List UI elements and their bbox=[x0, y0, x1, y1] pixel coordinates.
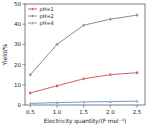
legend-marker bbox=[31, 14, 34, 17]
data-point bbox=[82, 100, 85, 103]
x-tick bbox=[137, 105, 138, 108]
x-tick-label: 2.0 bbox=[106, 109, 115, 115]
x-axis-label: Electricity quantity/(F·mol⁻¹) bbox=[44, 118, 127, 125]
x-tick-label: 2.5 bbox=[133, 109, 142, 115]
x-tick bbox=[57, 105, 58, 108]
legend-label: pH=2 bbox=[40, 13, 54, 20]
legend-swatch bbox=[28, 9, 37, 10]
y-tick-label: 40 bbox=[14, 21, 21, 27]
plot-area bbox=[29, 13, 139, 104]
x-tick-label: 1.0 bbox=[53, 109, 62, 115]
data-point bbox=[109, 17, 113, 21]
y-axis-label: Yield/% bbox=[1, 43, 8, 66]
data-point bbox=[82, 77, 85, 80]
data-point bbox=[29, 102, 32, 105]
data-point bbox=[109, 73, 112, 76]
legend: pH=1pH=2pH=4 bbox=[28, 6, 54, 27]
y-tick-label: 10 bbox=[14, 82, 21, 88]
data-point bbox=[135, 99, 138, 102]
y-tick-label: 50 bbox=[14, 1, 21, 7]
y-tick bbox=[23, 4, 26, 5]
y-tick bbox=[23, 105, 26, 106]
legend-label: pH=4 bbox=[40, 20, 54, 27]
x-tick-label: 1.5 bbox=[79, 109, 88, 115]
y-tick-label: 0 bbox=[18, 102, 22, 108]
legend-marker bbox=[31, 21, 34, 24]
series-line bbox=[30, 73, 137, 93]
data-point bbox=[55, 101, 58, 104]
x-tick-label: 0.5 bbox=[26, 109, 35, 115]
data-point bbox=[29, 73, 33, 77]
data-point bbox=[109, 100, 112, 103]
chart: 0.5 1.0 1.5 2.0 2.5 0 10 20 30 40 50 Electricity qu… bbox=[0, 0, 150, 126]
y-tick-label: 20 bbox=[14, 62, 21, 68]
data-point bbox=[136, 71, 139, 74]
x-tick bbox=[83, 105, 84, 108]
x-tick bbox=[30, 105, 31, 108]
plot-frame bbox=[25, 4, 145, 105]
data-point bbox=[82, 23, 86, 27]
legend-label: pH=1 bbox=[40, 6, 54, 13]
y-tick bbox=[23, 44, 26, 45]
data-point bbox=[29, 91, 32, 94]
y-tick bbox=[23, 84, 26, 85]
x-tick bbox=[110, 105, 111, 108]
y-tick bbox=[23, 64, 26, 65]
data-point bbox=[55, 43, 59, 47]
y-tick bbox=[23, 24, 26, 25]
y-tick-label: 30 bbox=[14, 41, 21, 47]
series-line bbox=[30, 15, 137, 75]
data-point bbox=[135, 13, 139, 17]
legend-marker bbox=[31, 8, 34, 11]
data-point bbox=[56, 84, 59, 87]
